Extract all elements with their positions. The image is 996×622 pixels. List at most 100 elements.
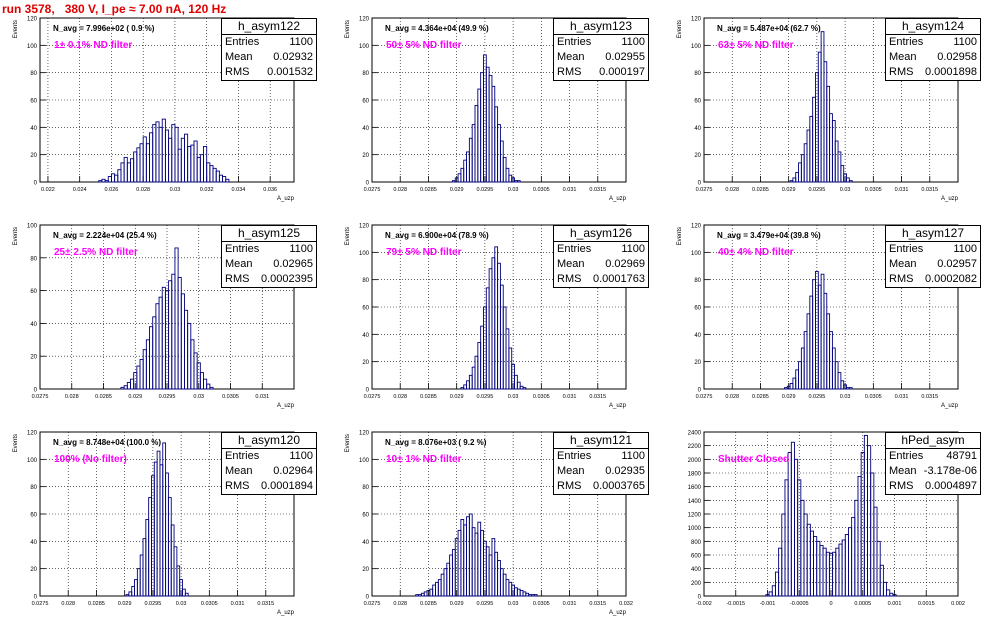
stat-value-entries: 1100: [289, 450, 313, 462]
x-tick-label: 0.031: [895, 394, 909, 400]
x-tick-label: 0.001: [888, 601, 902, 607]
x-tick-label: 0.036: [263, 187, 277, 193]
x-tick-label: 0.028: [65, 394, 79, 400]
histogram-name: h_asym125: [222, 226, 316, 242]
x-tick-label: 0.029: [782, 187, 796, 193]
stat-label-mean: Mean: [889, 258, 917, 270]
y-tick-label: 40: [362, 540, 369, 546]
y-tick-label: 120: [27, 431, 38, 437]
y-tick-label: 20: [30, 567, 37, 573]
filter-label: 63± 5% ND filter: [718, 40, 794, 51]
stat-row-rms: RMS 0.0002082: [886, 272, 980, 287]
stat-label-mean: Mean: [225, 51, 253, 63]
histogram-bin: [516, 180, 521, 183]
y-tick-label: 100: [359, 44, 370, 50]
filter-label: 25± 2.5% ND filter: [54, 247, 138, 258]
x-tick-label: 0.0295: [476, 601, 493, 607]
x-tick-label: 0.0315: [589, 187, 606, 193]
stat-label-entries: Entries: [889, 243, 924, 255]
navg-label: N_avg = 6.900e+04 (78.9 %): [385, 231, 489, 240]
x-tick-label: 0.0275: [364, 187, 381, 193]
stats-box: h_asym127 Entries 1100 Mean 0.02957 RMS 0.0002…: [885, 225, 981, 288]
stat-row-mean: Mean 0.02935: [554, 464, 648, 479]
stat-label-rms: RMS: [557, 273, 582, 285]
y-axis-label: Events: [13, 20, 19, 38]
stat-row-entries: Entries 1100: [554, 35, 648, 50]
y-tick-label: 120: [359, 431, 370, 437]
x-tick-label: 0.0315: [921, 394, 938, 400]
x-tick-label: 0.0315: [589, 394, 606, 400]
y-tick-label: 100: [691, 251, 702, 257]
histogram-panel: 0 20 40 60 80 100 120 0.022 0.024 0.026 0.028 0.03 0…: [0, 0, 332, 207]
x-tick-label: 0.0295: [476, 394, 493, 400]
run-title: run 3578, 380 V, I_pe ≈ 7.00 nA, 120 Hz: [2, 2, 227, 16]
y-tick-label: 1000: [688, 526, 702, 532]
y-tick-label: 40: [30, 126, 37, 132]
y-tick-label: 0: [366, 595, 370, 601]
stat-label-rms: RMS: [557, 66, 582, 78]
x-tick-label: 0.0275: [696, 187, 713, 193]
stat-row-mean: Mean 0.02932: [222, 50, 316, 65]
x-tick-label: 0.029: [450, 601, 464, 607]
x-tick-label: 0.029: [450, 187, 464, 193]
y-axis-label: Events: [345, 434, 351, 452]
histogram-bin: [184, 592, 189, 597]
x-tick-label: 0.0305: [222, 394, 239, 400]
stat-label-entries: Entries: [889, 36, 924, 48]
histogram-svg: 0 20 40 60 80 100 120 0.0275 0.028 0.0285 0.029 0.0…: [677, 17, 959, 203]
x-tick-label: 0.031: [231, 601, 245, 607]
histogram-bin: [206, 383, 211, 390]
x-tick-label: 0.0305: [865, 394, 882, 400]
stat-row-entries: Entries 48791: [886, 449, 980, 464]
x-tick-label: 0.029: [118, 601, 132, 607]
filter-label: 40± 4% ND filter: [718, 247, 794, 258]
y-tick-label: 2400: [688, 431, 702, 437]
y-tick-label: 80: [30, 71, 37, 77]
histogram-bin: [225, 178, 230, 183]
x-tick-label: 0.028: [393, 394, 407, 400]
stat-label-entries: Entries: [225, 36, 260, 48]
x-tick-label: 0.028: [61, 601, 75, 607]
x-tick-label: 0.0305: [533, 187, 550, 193]
stat-value-rms: 0.000197: [599, 66, 645, 78]
x-tick-label: 0.0295: [476, 187, 493, 193]
stat-label-mean: Mean: [225, 465, 253, 477]
stat-row-rms: RMS 0.0004897: [886, 479, 980, 494]
stat-label-entries: Entries: [225, 243, 260, 255]
histogram-name: h_asym120: [222, 433, 316, 449]
stat-label-rms: RMS: [889, 480, 914, 492]
x-tick-label: 0.03: [508, 187, 519, 193]
x-tick-label: 0.0315: [589, 601, 606, 607]
x-tick-label: 0.034: [232, 187, 246, 193]
navg-label: N_avg = 2.224e+04 (25.4 %): [53, 231, 157, 240]
histogram-bin: [892, 594, 897, 597]
y-axis-label: Events: [345, 20, 351, 38]
navg-label: N_avg = 7.996e+02 ( 0.9 %): [53, 24, 155, 33]
x-axis-label: A_uzp: [609, 403, 627, 409]
stat-label-entries: Entries: [557, 450, 592, 462]
x-tick-label: 0.032: [619, 601, 633, 607]
x-axis-label: A_uzp: [609, 610, 627, 616]
x-axis-label: A_uzp: [941, 403, 959, 409]
filter-label: Shutter Closed: [718, 454, 790, 465]
histogram-panel: 0 200 400 600 800 1000 1200 1400 1600 1800 2000 220…: [664, 414, 996, 621]
stat-row-entries: Entries 1100: [554, 449, 648, 464]
y-tick-label: 0: [34, 595, 38, 601]
stat-label-mean: Mean: [557, 51, 585, 63]
stat-row-mean: Mean 0.02964: [222, 464, 316, 479]
stats-box: h_asym120 Entries 1100 Mean 0.02964 RMS 0.0001…: [221, 432, 317, 495]
stat-row-mean: Mean 0.02957: [886, 257, 980, 272]
x-tick-label: 0.029: [128, 394, 142, 400]
stat-value-entries: 48791: [946, 450, 977, 462]
x-tick-label: 0.0285: [420, 187, 437, 193]
y-tick-label: 60: [694, 99, 701, 105]
stat-value-entries: 1100: [621, 36, 645, 48]
stat-value-rms: 0.0003765: [593, 480, 645, 492]
x-tick-label: 0.0305: [865, 187, 882, 193]
y-tick-label: 20: [694, 360, 701, 366]
stats-box: h_asym122 Entries 1100 Mean 0.02932 RMS 0.0015…: [221, 18, 317, 81]
y-tick-label: 0: [698, 595, 702, 601]
stat-value-mean: 0.02965: [273, 258, 313, 270]
stats-box: h_asym125 Entries 1100 Mean 0.02965 RMS 0.0002…: [221, 225, 317, 288]
x-tick-label: -0.002: [696, 601, 712, 607]
